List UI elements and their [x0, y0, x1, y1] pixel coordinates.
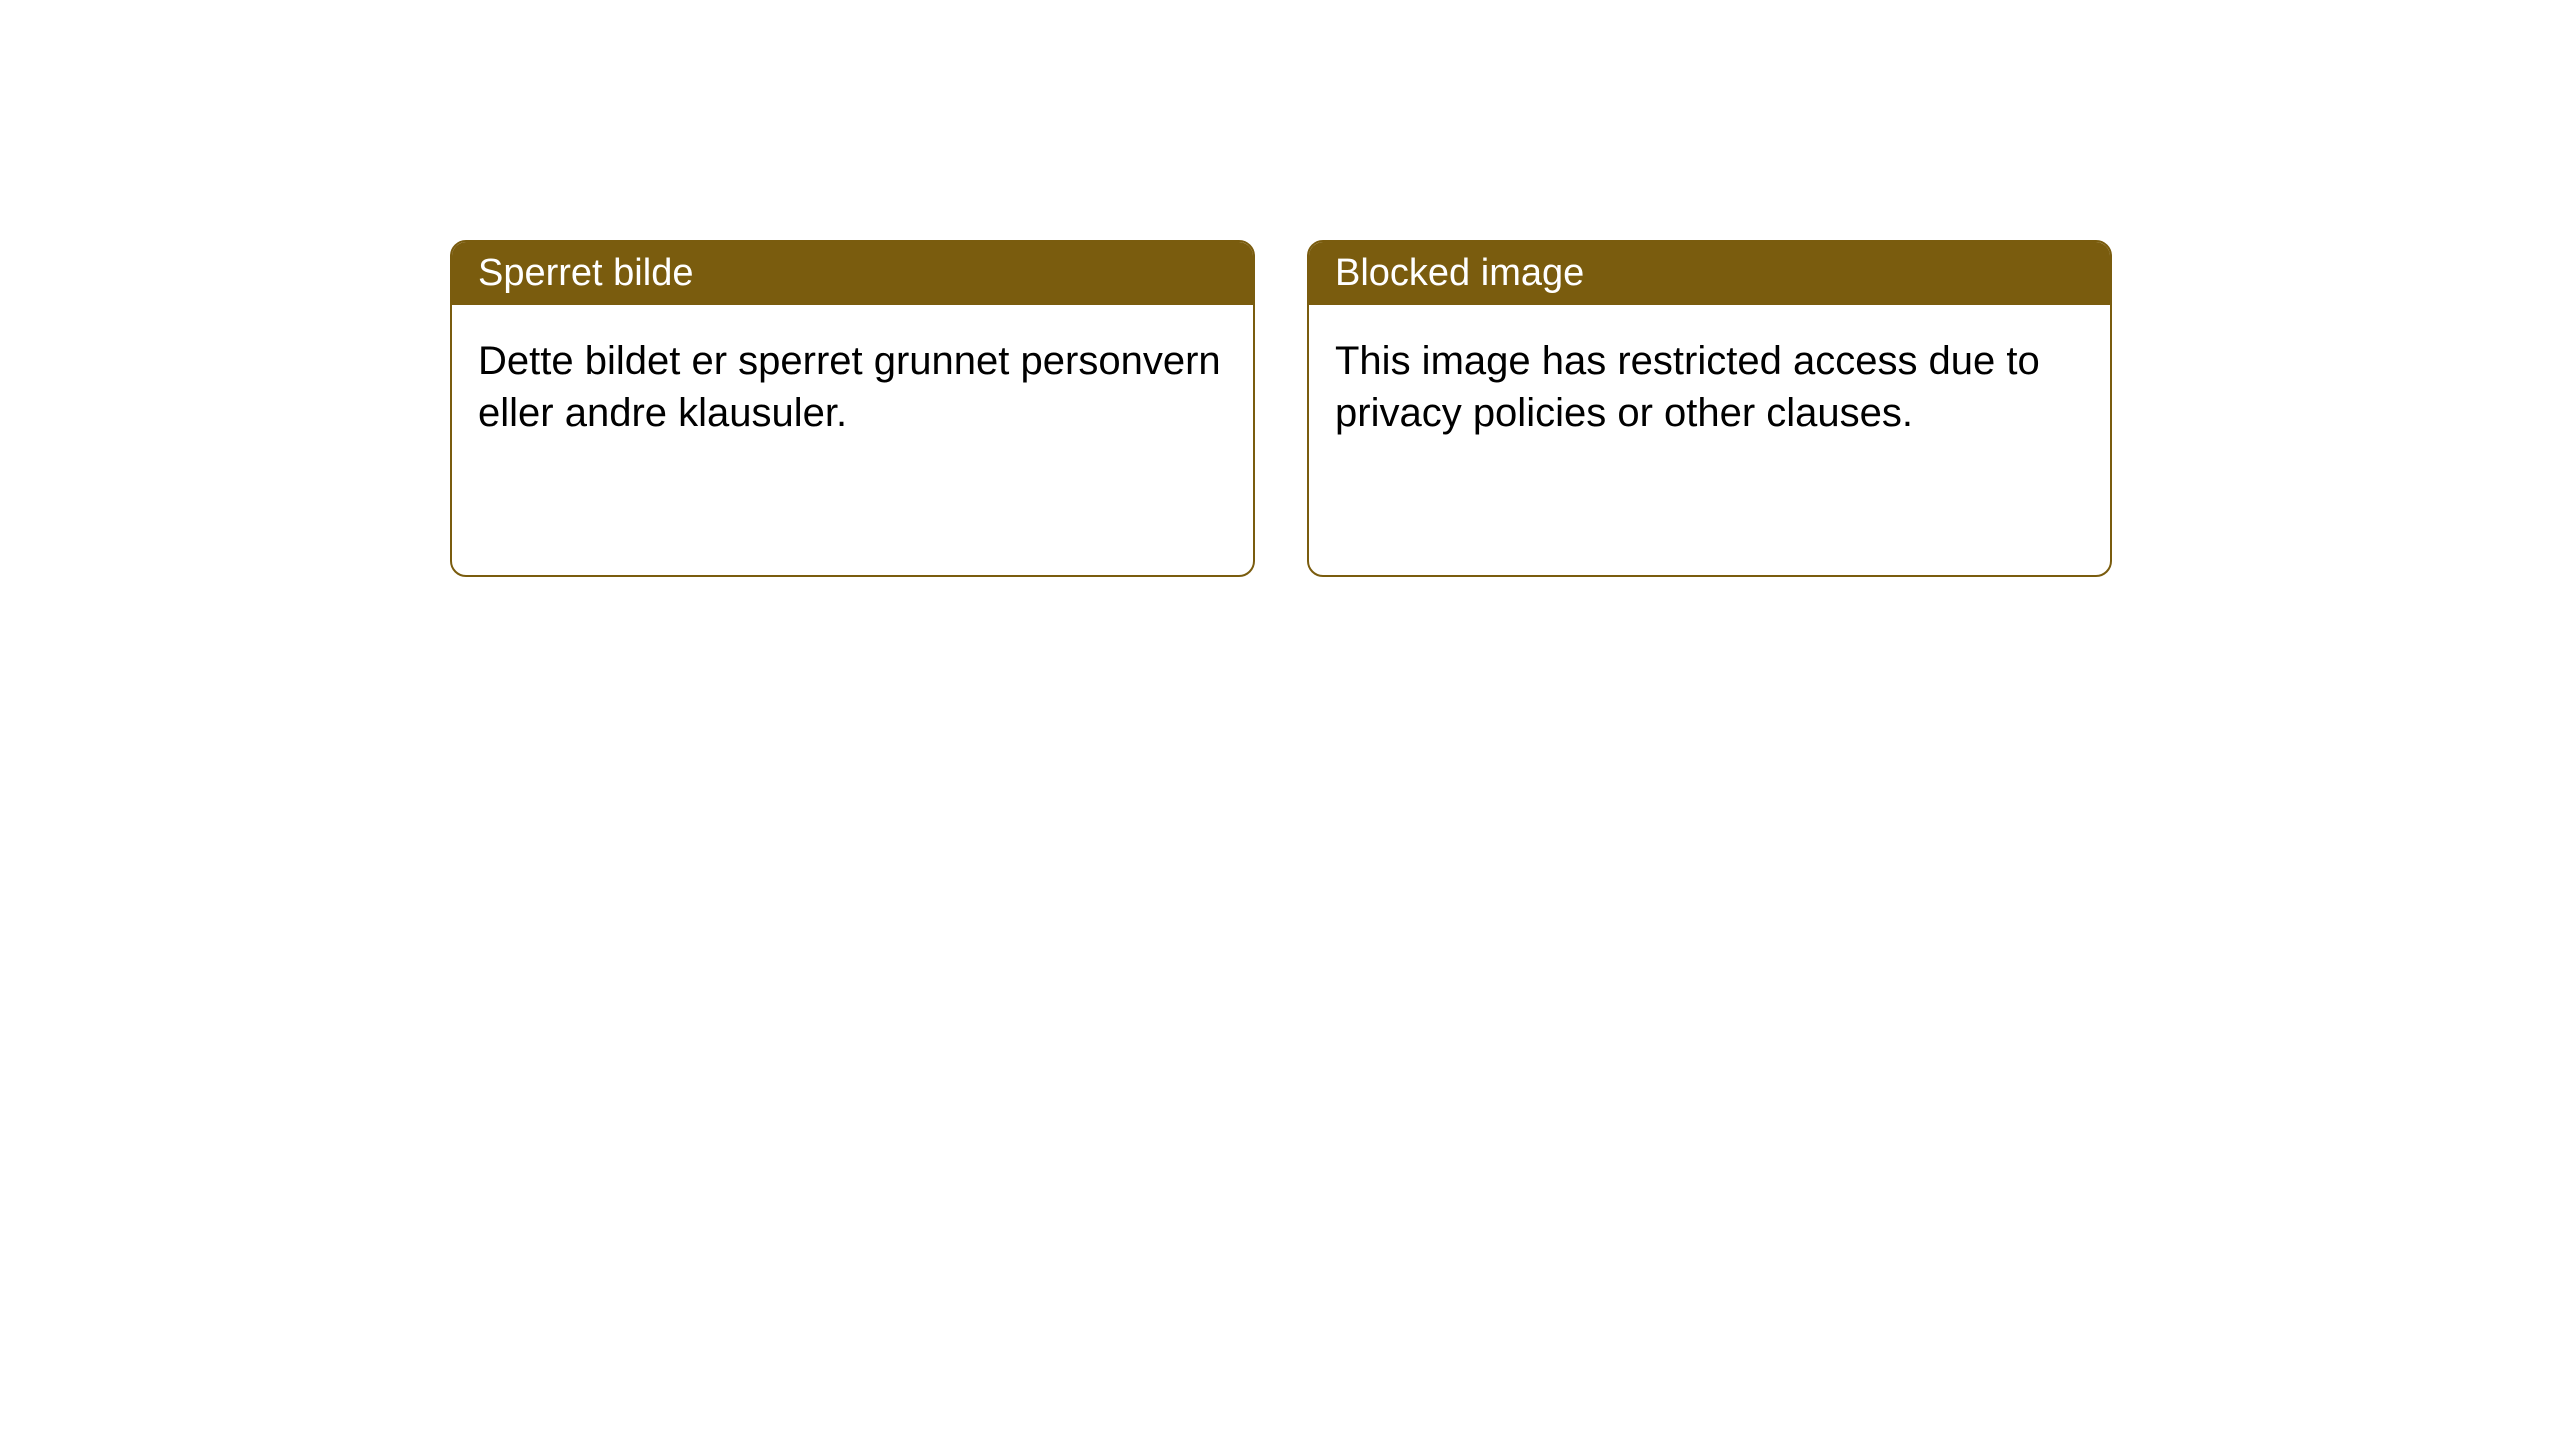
blocked-image-card-en: Blocked image This image has restricted …: [1307, 240, 2112, 577]
card-body-en: This image has restricted access due to …: [1309, 305, 2110, 575]
card-body-no: Dette bildet er sperret grunnet personve…: [452, 305, 1253, 575]
card-header-en: Blocked image: [1309, 242, 2110, 305]
card-header-text: Sperret bilde: [478, 252, 693, 294]
cards-container: Sperret bilde Dette bildet er sperret gr…: [0, 0, 2560, 577]
card-body-text: This image has restricted access due to …: [1335, 339, 2040, 435]
blocked-image-card-no: Sperret bilde Dette bildet er sperret gr…: [450, 240, 1255, 577]
card-header-no: Sperret bilde: [452, 242, 1253, 305]
card-body-text: Dette bildet er sperret grunnet personve…: [478, 339, 1221, 435]
card-header-text: Blocked image: [1335, 252, 1584, 294]
